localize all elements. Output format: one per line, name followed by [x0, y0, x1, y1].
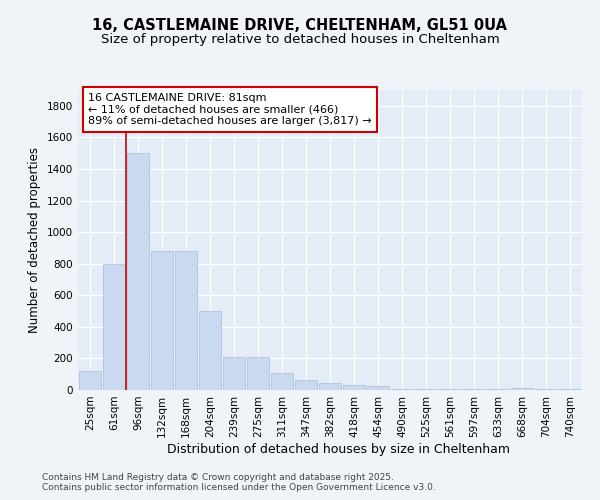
Bar — [247, 357, 269, 390]
Bar — [175, 251, 197, 390]
Bar — [511, 388, 533, 390]
Text: Contains HM Land Registry data © Crown copyright and database right 2025.
Contai: Contains HM Land Registry data © Crown c… — [42, 472, 436, 492]
Bar — [367, 386, 389, 390]
Bar — [415, 389, 437, 390]
Bar — [343, 386, 365, 390]
Bar — [127, 153, 149, 390]
Bar — [151, 251, 173, 390]
Bar — [559, 389, 581, 390]
Bar — [79, 371, 101, 390]
Text: Distribution of detached houses by size in Cheltenham: Distribution of detached houses by size … — [167, 442, 511, 456]
Bar — [439, 389, 461, 390]
Text: 16 CASTLEMAINE DRIVE: 81sqm
← 11% of detached houses are smaller (466)
89% of se: 16 CASTLEMAINE DRIVE: 81sqm ← 11% of det… — [88, 93, 372, 126]
Text: Size of property relative to detached houses in Cheltenham: Size of property relative to detached ho… — [101, 32, 499, 46]
Bar — [535, 389, 557, 390]
Bar — [271, 374, 293, 390]
Text: 16, CASTLEMAINE DRIVE, CHELTENHAM, GL51 0UA: 16, CASTLEMAINE DRIVE, CHELTENHAM, GL51 … — [92, 18, 508, 32]
Bar — [463, 389, 485, 390]
Bar — [199, 311, 221, 390]
Bar — [295, 380, 317, 390]
Bar — [103, 264, 125, 390]
Y-axis label: Number of detached properties: Number of detached properties — [28, 147, 41, 333]
Bar — [487, 389, 509, 390]
Bar — [223, 357, 245, 390]
Bar — [319, 383, 341, 390]
Bar — [391, 389, 413, 390]
